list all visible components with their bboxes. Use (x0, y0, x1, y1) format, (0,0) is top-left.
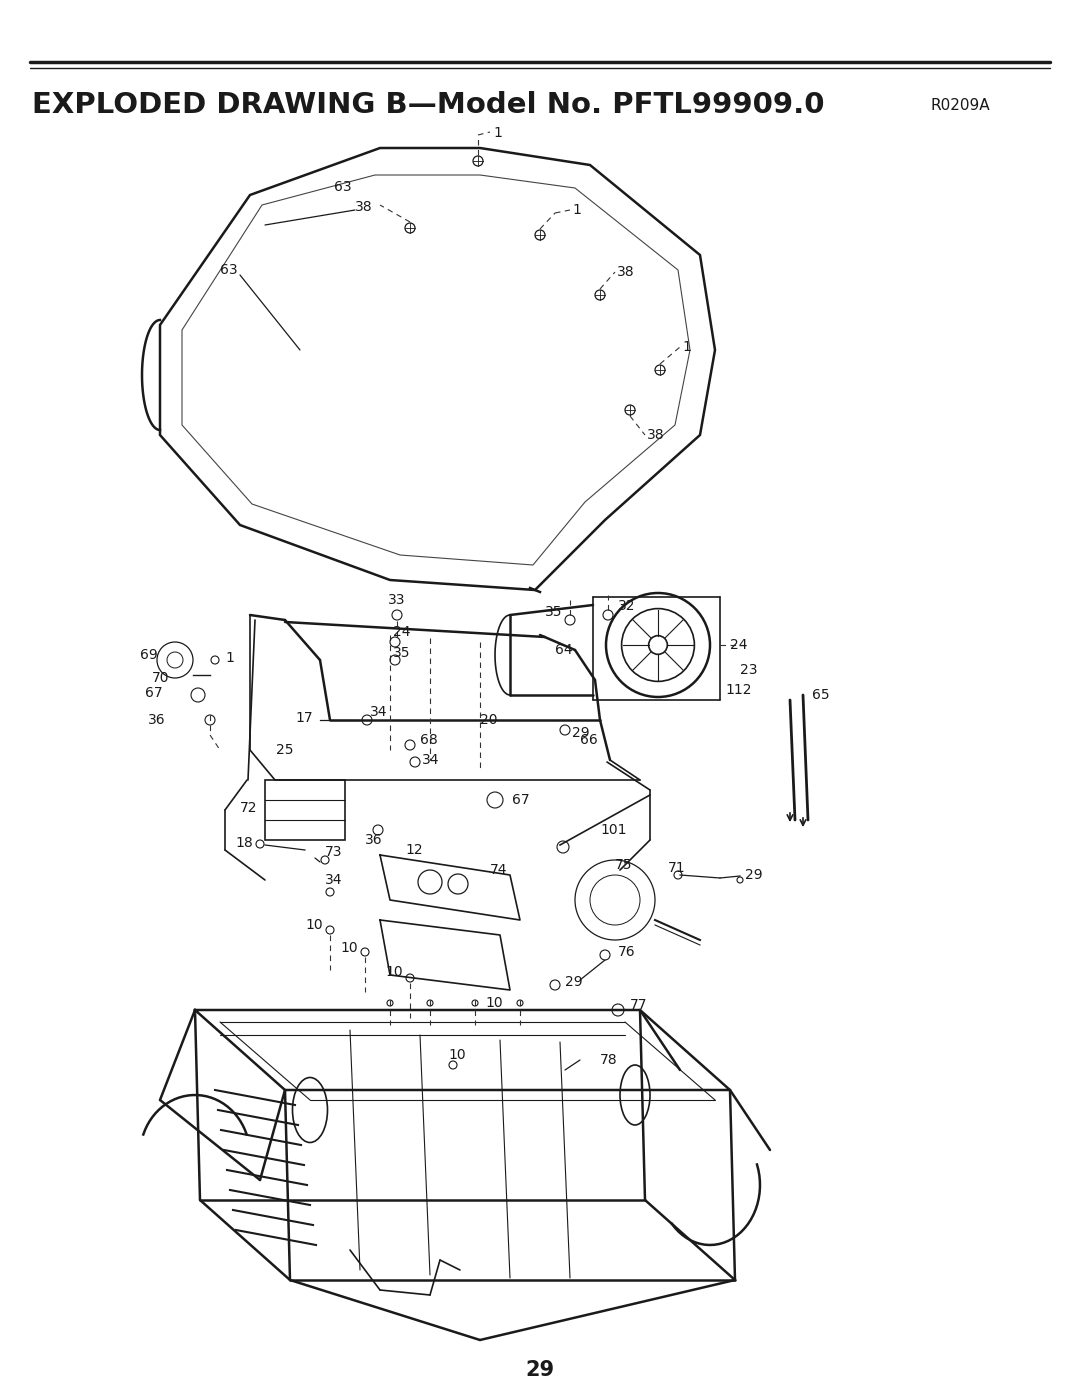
Text: 71: 71 (669, 861, 686, 875)
Text: 76: 76 (618, 944, 636, 958)
Text: 1: 1 (681, 339, 691, 353)
Text: 78: 78 (600, 1053, 618, 1067)
Text: 69: 69 (140, 648, 158, 662)
Text: 29: 29 (572, 726, 590, 740)
Text: 34: 34 (325, 873, 342, 887)
Text: 34: 34 (422, 753, 440, 767)
Text: 25: 25 (276, 743, 294, 757)
Text: EXPLODED DRAWING B—Model No. PFTL99909.0: EXPLODED DRAWING B—Model No. PFTL99909.0 (32, 91, 824, 119)
Text: 10: 10 (340, 942, 357, 956)
Text: 36: 36 (148, 712, 165, 726)
Text: 70: 70 (152, 671, 170, 685)
Text: R0209A: R0209A (930, 98, 989, 113)
Text: 29: 29 (745, 868, 762, 882)
Text: 10: 10 (305, 918, 323, 932)
Text: 20: 20 (480, 712, 498, 726)
Text: 34: 34 (370, 705, 388, 719)
Text: 10: 10 (448, 1048, 465, 1062)
Text: 1: 1 (225, 651, 234, 665)
Text: 1: 1 (492, 126, 502, 140)
Text: 77: 77 (630, 997, 648, 1011)
Text: 17: 17 (295, 711, 312, 725)
Text: 29: 29 (565, 975, 582, 989)
Text: 66: 66 (580, 733, 597, 747)
Text: 73: 73 (325, 845, 342, 859)
Text: 64: 64 (555, 643, 572, 657)
Text: 35: 35 (393, 645, 410, 659)
Text: 23: 23 (740, 664, 757, 678)
Text: 74: 74 (490, 863, 508, 877)
Text: 24: 24 (730, 638, 747, 652)
Text: 67: 67 (512, 793, 529, 807)
Text: 65: 65 (812, 687, 829, 703)
Text: 32: 32 (618, 599, 635, 613)
Text: 36: 36 (365, 833, 382, 847)
Text: 38: 38 (647, 427, 664, 441)
Bar (265, 780, 345, 840)
Text: 38: 38 (617, 265, 635, 279)
Text: 35: 35 (545, 605, 563, 619)
Text: 29: 29 (526, 1361, 554, 1380)
Text: 75: 75 (615, 858, 633, 872)
Text: 63: 63 (334, 180, 352, 194)
Text: 72: 72 (240, 800, 257, 814)
Text: 10: 10 (384, 965, 403, 979)
Text: 63: 63 (220, 263, 238, 277)
Text: 112: 112 (725, 683, 752, 697)
Text: 18: 18 (235, 835, 253, 849)
Text: 38: 38 (355, 200, 373, 214)
Text: 33: 33 (388, 592, 405, 608)
Text: 10: 10 (485, 996, 502, 1010)
Text: 12: 12 (405, 842, 422, 856)
Text: 67: 67 (145, 686, 163, 700)
Text: 1: 1 (572, 203, 581, 217)
Text: 68: 68 (420, 733, 437, 747)
Text: 101: 101 (600, 823, 626, 837)
Text: 24: 24 (393, 624, 410, 638)
